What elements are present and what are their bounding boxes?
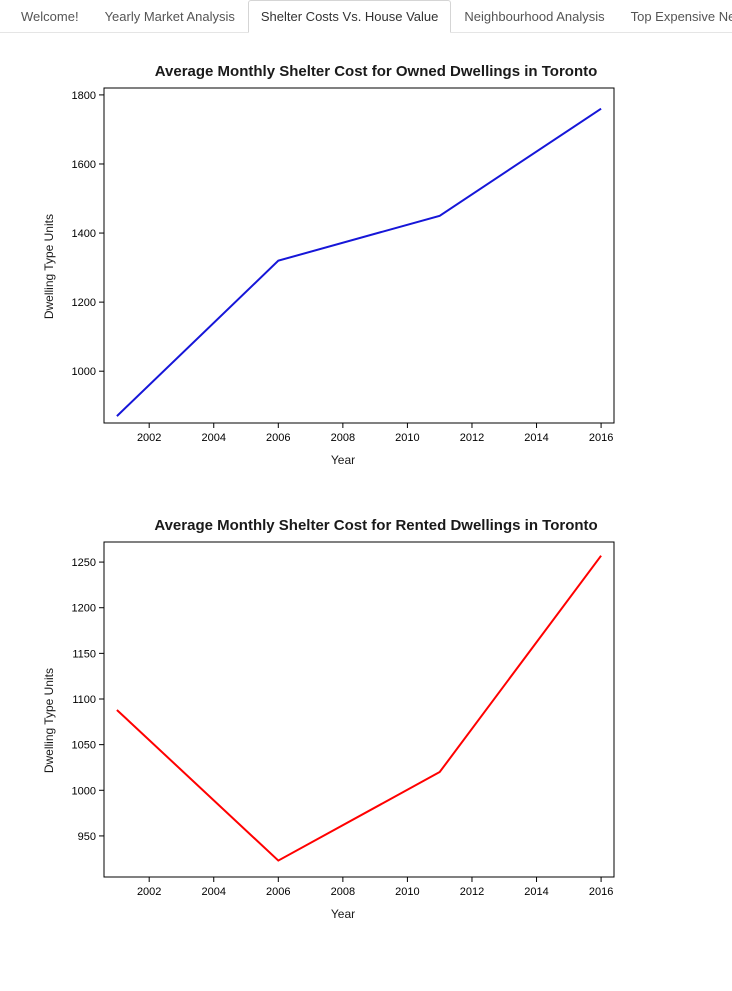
svg-text:2008: 2008: [331, 886, 355, 898]
chart-rented-xlabel: Year: [88, 907, 598, 921]
chart-rented-ylabel: Dwelling Type Units: [40, 668, 56, 773]
svg-text:2014: 2014: [524, 432, 548, 444]
svg-text:1800: 1800: [72, 90, 96, 102]
svg-text:1000: 1000: [72, 785, 96, 797]
tab-neighbourhood-analysis[interactable]: Neighbourhood Analysis: [451, 0, 617, 32]
chart-rented: Average Monthly Shelter Cost for Rented …: [40, 517, 712, 921]
svg-text:2010: 2010: [395, 432, 419, 444]
svg-text:2016: 2016: [589, 886, 613, 898]
tab-welcome[interactable]: Welcome!: [8, 0, 92, 32]
svg-text:950: 950: [78, 831, 96, 843]
svg-text:2006: 2006: [266, 432, 290, 444]
chart-owned: Average Monthly Shelter Cost for Owned D…: [40, 63, 712, 467]
svg-text:1150: 1150: [72, 648, 96, 660]
svg-text:1100: 1100: [72, 694, 96, 706]
svg-text:1200: 1200: [72, 297, 96, 309]
svg-text:2002: 2002: [137, 886, 161, 898]
svg-text:2014: 2014: [524, 886, 548, 898]
svg-text:2016: 2016: [589, 432, 613, 444]
svg-text:2004: 2004: [202, 886, 226, 898]
svg-text:2012: 2012: [460, 432, 484, 444]
svg-text:1200: 1200: [72, 603, 96, 615]
chart-owned-ylabel: Dwelling Type Units: [40, 214, 56, 319]
svg-text:1600: 1600: [72, 159, 96, 171]
chart-rented-title: Average Monthly Shelter Cost for Rented …: [40, 517, 712, 534]
svg-text:1050: 1050: [72, 740, 96, 752]
tab-shelter-costs-vs-house-value[interactable]: Shelter Costs Vs. House Value: [248, 0, 452, 33]
chart-owned-title: Average Monthly Shelter Cost for Owned D…: [40, 63, 712, 80]
svg-text:2002: 2002: [137, 432, 161, 444]
tab-yearly-market-analysis[interactable]: Yearly Market Analysis: [92, 0, 248, 32]
svg-text:2012: 2012: [460, 886, 484, 898]
chart-rented-plot: 950 1000 1050 1100 1150 1200 1250 2002 2004 2006 2…: [56, 536, 624, 905]
svg-text:2008: 2008: [331, 432, 355, 444]
tab-top-expensive-neighbourhoods[interactable]: Top Expensive Neighbourhoods: [618, 0, 732, 32]
chart-owned-plot: 1000 1200 1400 1600 1800 2002 2004 2006 2008 2010…: [56, 82, 624, 451]
svg-text:2010: 2010: [395, 886, 419, 898]
charts-area: Average Monthly Shelter Cost for Owned D…: [0, 33, 732, 991]
svg-text:2004: 2004: [202, 432, 226, 444]
svg-text:1400: 1400: [72, 228, 96, 240]
svg-text:2006: 2006: [266, 886, 290, 898]
tab-bar: Welcome!Yearly Market AnalysisShelter Co…: [0, 0, 732, 33]
svg-text:1000: 1000: [72, 366, 96, 378]
chart-owned-xlabel: Year: [88, 453, 598, 467]
svg-text:1250: 1250: [72, 557, 96, 569]
